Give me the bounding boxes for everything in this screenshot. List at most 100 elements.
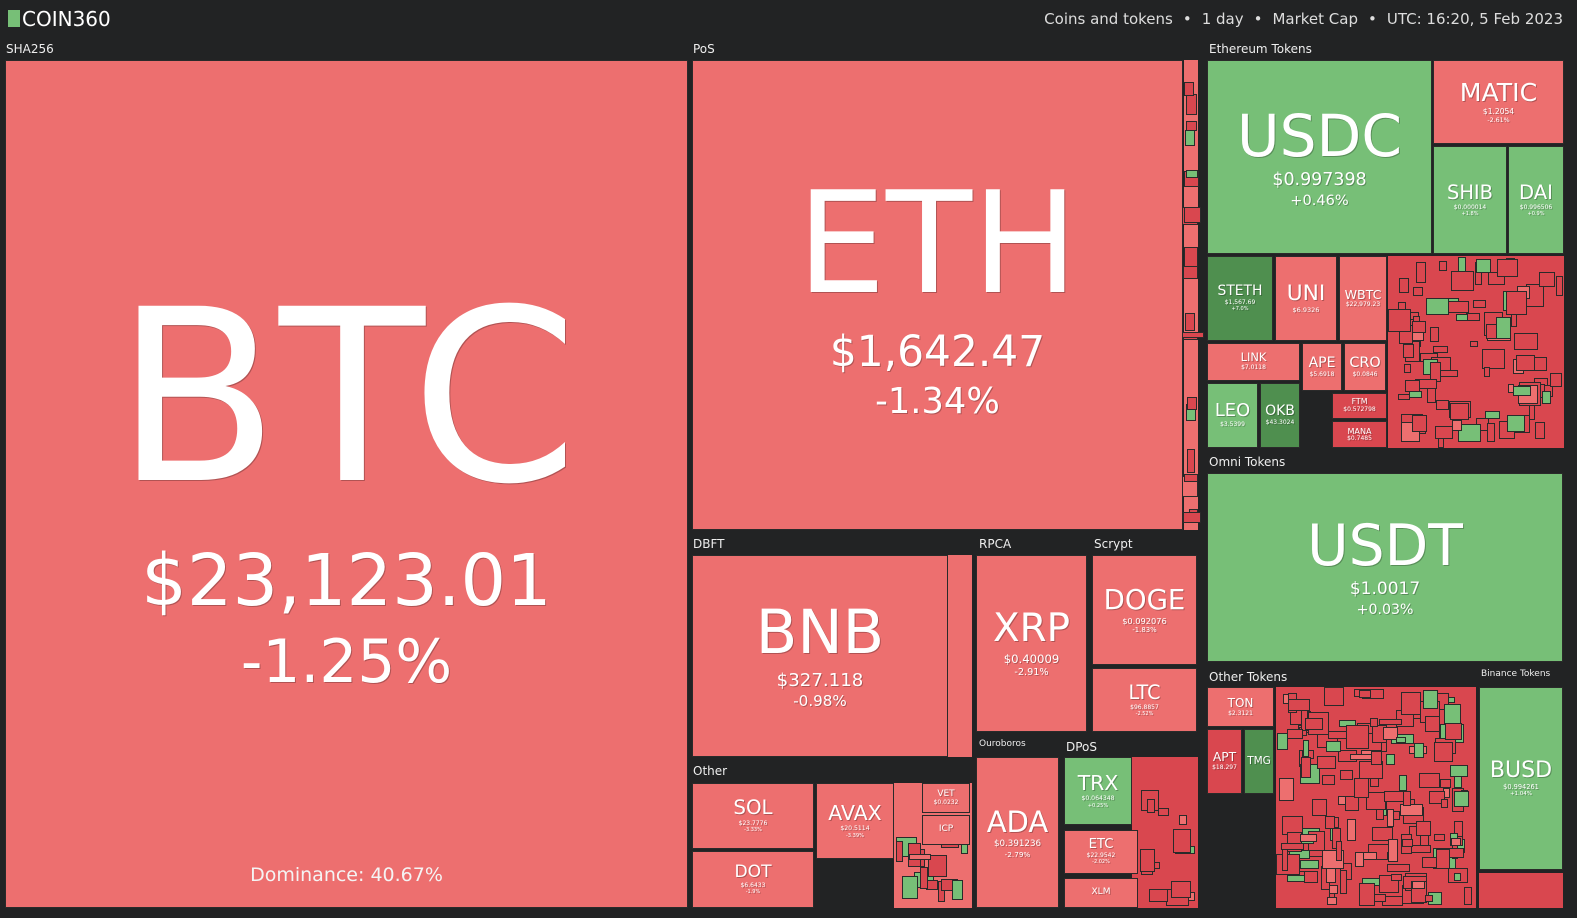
small-coin — [1486, 422, 1495, 442]
filter[interactable]: Coins and tokens — [1044, 10, 1173, 28]
coin-tile[interactable]: BTC $23,123.01 -1.25% — [5, 60, 688, 908]
coin-tile[interactable]: XRP $0.40009 -2.91% — [976, 555, 1087, 732]
coin-price: $1,642.47 — [829, 326, 1046, 376]
coin-tile[interactable]: APT $18.297 — [1207, 729, 1242, 794]
coin-tile[interactable]: SOL $23.7776 -3.33% — [692, 783, 814, 849]
small-coin — [1278, 777, 1295, 802]
small-coin — [1302, 739, 1310, 757]
coin-tile[interactable]: OKB $43.3024 — [1260, 383, 1300, 448]
small-coin — [1429, 327, 1439, 342]
coin-price: $96.8857 — [1130, 703, 1159, 711]
small-coin — [1305, 718, 1323, 731]
coin-tile[interactable]: AVAX $20.5114 -3.39% — [816, 783, 894, 859]
small-coin — [1358, 882, 1376, 906]
coin-change: -1.9% — [745, 889, 761, 896]
small-coin — [1358, 761, 1383, 779]
small-coin — [1300, 757, 1312, 778]
small-coin — [1455, 313, 1468, 322]
filter[interactable]: Market Cap — [1272, 10, 1358, 28]
coin-price: $22.9542 — [1086, 852, 1116, 860]
small-coin — [1371, 750, 1383, 766]
small-coin — [1183, 265, 1199, 280]
coin-symbol: XLM — [1091, 887, 1111, 898]
small-coin — [1418, 773, 1440, 789]
small-coin — [1451, 838, 1462, 847]
coin-change: -2.91% — [1014, 666, 1049, 678]
small-coin — [1535, 421, 1546, 439]
small-coin — [1436, 848, 1450, 870]
coin-tile[interactable]: ETH $1,642.47 -1.34% — [692, 60, 1183, 530]
small-coin — [1386, 754, 1395, 765]
small-coin — [1335, 840, 1343, 862]
coin-price: $23,123.01 — [141, 537, 552, 622]
coin-tile[interactable]: DAI $0.996506 +0.9% — [1508, 146, 1564, 254]
small-coin — [1450, 402, 1470, 421]
coin-tile[interactable]: CRO $0.0846 — [1344, 343, 1386, 391]
coin-tile[interactable]: BUSD $0.994261 +1.04% — [1479, 687, 1563, 870]
coin-tile[interactable]: SHIB $0.000014 +1.8% — [1433, 146, 1507, 254]
coin-tile[interactable]: VET $0.0232 — [922, 783, 970, 813]
coin-tile[interactable]: XLM — [1064, 878, 1138, 908]
small-coin — [1180, 331, 1204, 338]
small-coin — [1472, 300, 1486, 308]
coin-tile[interactable]: MATIC $1.2054 -2.61% — [1433, 60, 1564, 144]
coin-symbol: APT — [1212, 750, 1237, 765]
small-coin — [1391, 873, 1403, 881]
coin-tile[interactable]: TON $2.3121 — [1207, 687, 1274, 727]
small-coin — [1453, 790, 1469, 808]
small-coin — [1303, 871, 1319, 883]
small-coin — [1359, 689, 1372, 699]
coin-tile[interactable]: ICP — [922, 815, 970, 845]
small-coin — [896, 841, 904, 863]
small-coin — [1516, 354, 1535, 371]
small-coin — [1495, 316, 1512, 339]
coin-tile[interactable]: STETH $1,567.69 +7.0% — [1207, 256, 1273, 341]
coin-tile[interactable]: DOGE $0.092076 -1.83% — [1092, 555, 1197, 665]
small-coin — [909, 853, 932, 861]
small-coin — [1425, 895, 1433, 903]
coin-price: $0.092076 — [1122, 615, 1167, 626]
coin-symbol: BUSD — [1489, 758, 1553, 784]
coin-tile[interactable]: MANA $0.7485 — [1332, 421, 1387, 448]
coin-tile[interactable]: UNI $6.9326 — [1275, 256, 1337, 341]
coin-tile[interactable]: BNB $327.118 -0.98% — [692, 555, 948, 757]
coin-tile[interactable]: LTC $96.8857 -2.52% — [1092, 668, 1197, 732]
small-coin — [1470, 341, 1478, 348]
coin-symbol: XRP — [993, 606, 1070, 652]
coin-price: $22,979.23 — [1345, 301, 1381, 309]
coin-price: $1.2054 — [1482, 107, 1515, 117]
coin-tile[interactable]: DOT $6.6433 -1.9% — [692, 851, 814, 908]
coin-price: $0.572798 — [1343, 406, 1376, 414]
coin-tile[interactable]: WBTC $22,979.23 — [1339, 256, 1387, 341]
coin-symbol: DAI — [1519, 180, 1553, 204]
group-label: Binance Tokens — [1481, 669, 1551, 679]
small-coin — [1286, 729, 1303, 739]
group-label: DBFT — [693, 537, 725, 551]
small-coin — [1322, 775, 1335, 786]
small-coin — [1140, 849, 1155, 872]
small-coin — [1514, 332, 1539, 351]
small-coin — [1400, 804, 1424, 816]
coin-tile[interactable]: LEO $3.5399 — [1207, 383, 1258, 448]
coin-tile[interactable]: LINK $7.0118 — [1207, 343, 1300, 381]
coin-tile[interactable]: ETC $22.9542 -2.02% — [1064, 830, 1138, 874]
small-coin — [1505, 291, 1527, 315]
coin-tile[interactable]: ADA $0.391236 -2.79% — [976, 757, 1059, 908]
small-coin — [1346, 725, 1370, 749]
filters: Coins and tokens • 1 day • Market Cap • UTC: 1… — [1044, 10, 1563, 28]
coin-tile[interactable]: FTM $0.572798 — [1332, 393, 1387, 419]
small-coin — [1374, 893, 1387, 903]
small-coin — [1542, 391, 1551, 404]
coin-symbol: OKB — [1265, 403, 1295, 420]
small-coin — [1476, 258, 1492, 273]
coin-tile[interactable]: APE $5.6918 — [1302, 343, 1342, 391]
filter[interactable]: UTC: 16:20, 5 Feb 2023 — [1386, 10, 1563, 28]
coin-tile[interactable]: TMG — [1244, 729, 1274, 794]
small-coin — [1184, 81, 1195, 96]
coin-tile[interactable]: USDT $1.0017 +0.03% — [1207, 473, 1563, 662]
coin-tile[interactable]: USDC $0.997398 +0.46% — [1207, 60, 1432, 254]
logo[interactable]: COIN360 — [22, 7, 111, 31]
coin-tile[interactable]: TRX $0.064348 +0.25% — [1064, 757, 1132, 825]
group-label: Ethereum Tokens — [1209, 42, 1312, 56]
filter[interactable]: 1 day — [1201, 10, 1244, 28]
